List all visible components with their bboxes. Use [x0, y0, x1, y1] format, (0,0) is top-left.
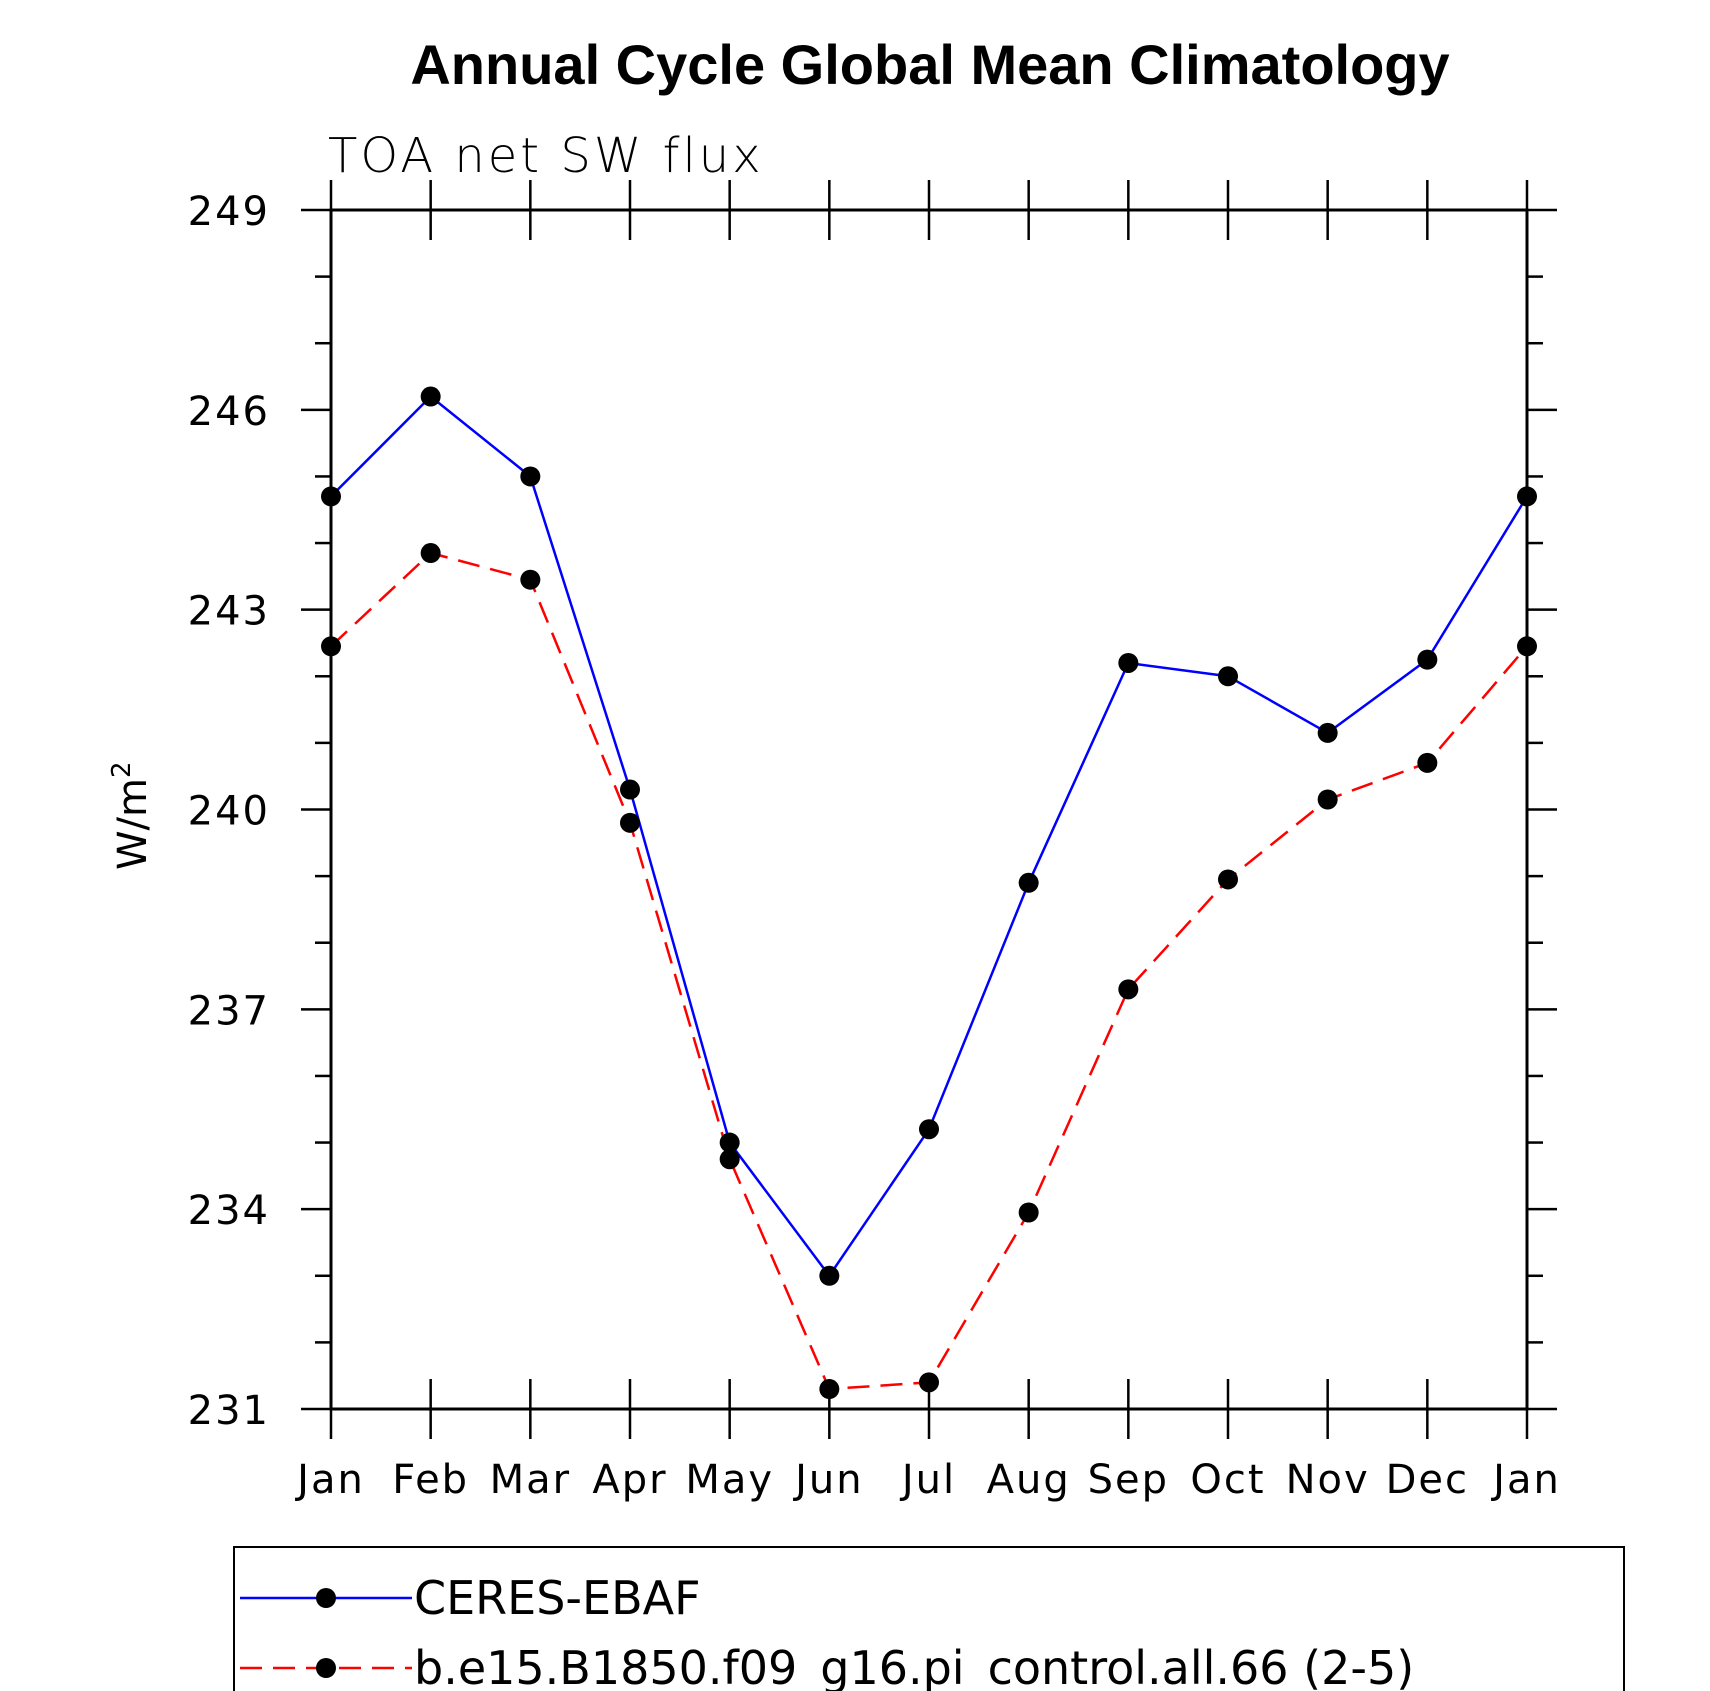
legend: CERES-EBAF b.e15.B1850.f09_g16.pi_control…: [233, 1546, 1625, 1691]
x-tick-label: Jan: [294, 1457, 365, 1503]
x-tick-label: Jan: [1490, 1457, 1561, 1503]
x-tick-label: May: [685, 1457, 774, 1503]
x-tick-label: Nov: [1286, 1457, 1370, 1503]
series-1-point: [620, 779, 640, 800]
series-2-point: [620, 812, 640, 833]
series-1-point: [1218, 666, 1238, 687]
series-1-point: [1417, 649, 1438, 670]
x-tick-label: Sep: [1088, 1457, 1169, 1503]
series-1-point: [420, 386, 441, 407]
y-axis-label-superscript: 2: [107, 761, 137, 778]
series-1-point: [1018, 872, 1039, 893]
y-axis-label-text: W/m: [110, 778, 156, 870]
series-1-point: [520, 466, 541, 487]
series-1-point: [719, 1132, 740, 1153]
series-1-point: [1317, 722, 1338, 743]
series-2-point: [1517, 636, 1537, 657]
series-2-point: [1218, 869, 1238, 890]
series-1-point: [919, 1119, 939, 1140]
series-2-point: [1317, 789, 1338, 810]
plot-frame: [329, 208, 1529, 1411]
series-2-point: [719, 1149, 740, 1170]
x-tick-label: Aug: [987, 1457, 1071, 1503]
series-2-point: [420, 543, 441, 564]
series-1-point: [1118, 652, 1139, 673]
axes-layer: 231 234 237 240 243 246 249 Jan Feb Mar Apr May Jun J…: [188, 180, 1561, 1503]
x-tick-label: Jul: [899, 1457, 956, 1503]
y-tick-label: 246: [188, 389, 270, 435]
legend-marker-2: [316, 1658, 336, 1678]
series-2-point: [819, 1379, 840, 1400]
x-tick-label: Feb: [392, 1457, 469, 1503]
x-tick-label: Oct: [1190, 1457, 1265, 1503]
x-tick-label: Dec: [1386, 1457, 1469, 1503]
series-1-point: [819, 1265, 840, 1286]
legend-entries: CERES-EBAF b.e15.B1850.f09_g16.pi_control…: [240, 1571, 1414, 1691]
x-tick-label: Apr: [592, 1457, 667, 1503]
y-tick-label: 234: [188, 1188, 270, 1234]
series-2-point: [919, 1372, 939, 1393]
legend-marker-1: [316, 1588, 336, 1608]
series-line-2: [330, 551, 1528, 1391]
chart-title: Annual Cycle Global Mean Climatology: [410, 33, 1449, 96]
legend-label-2: b.e15.B1850.f09_g16.pi_control.all.66 (2…: [414, 1641, 1414, 1691]
series-2-point: [321, 636, 341, 657]
series-line-1: [330, 395, 1529, 1278]
y-tick-label: 243: [188, 589, 270, 635]
series-2-point: [1018, 1202, 1039, 1223]
legend-label-1: CERES-EBAF: [414, 1571, 701, 1625]
y-tick-label: 231: [188, 1388, 270, 1434]
x-tick-label: Jun: [792, 1457, 864, 1503]
series-2-point: [520, 569, 541, 590]
y-tick-label: 240: [188, 789, 270, 835]
series-1-point: [321, 486, 341, 507]
series-2-point: [1417, 752, 1438, 773]
y-tick-label: 237: [188, 988, 270, 1034]
y-axis-label: W/m2: [107, 761, 156, 870]
chart-subtitle: TOA net SW flux: [328, 128, 764, 184]
series-1-point: [1517, 486, 1537, 507]
series-2-point: [1118, 979, 1139, 1000]
x-tick-label: Mar: [490, 1457, 571, 1503]
legend-box: [233, 1546, 1625, 1691]
y-tick-label: 249: [188, 189, 270, 235]
series-layer: [321, 386, 1537, 1400]
